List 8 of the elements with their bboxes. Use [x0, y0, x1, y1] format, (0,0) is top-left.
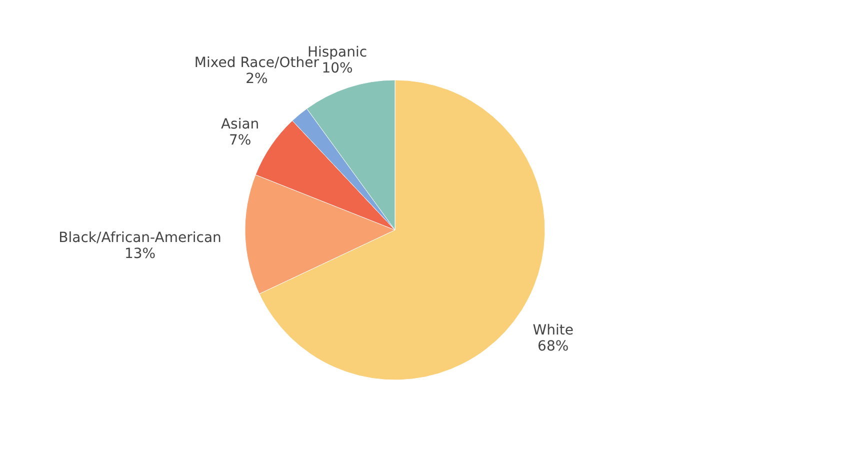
data-label: 2% [246, 70, 268, 87]
data-label: 68% [538, 338, 569, 354]
data-label: 10% [322, 60, 353, 76]
slice-label: Black/African-American [58, 230, 222, 246]
slice-label: White [532, 322, 574, 338]
data-label: 7% [228, 132, 252, 149]
slice-label: Asian [220, 116, 260, 133]
data-label: 13% [124, 246, 156, 262]
